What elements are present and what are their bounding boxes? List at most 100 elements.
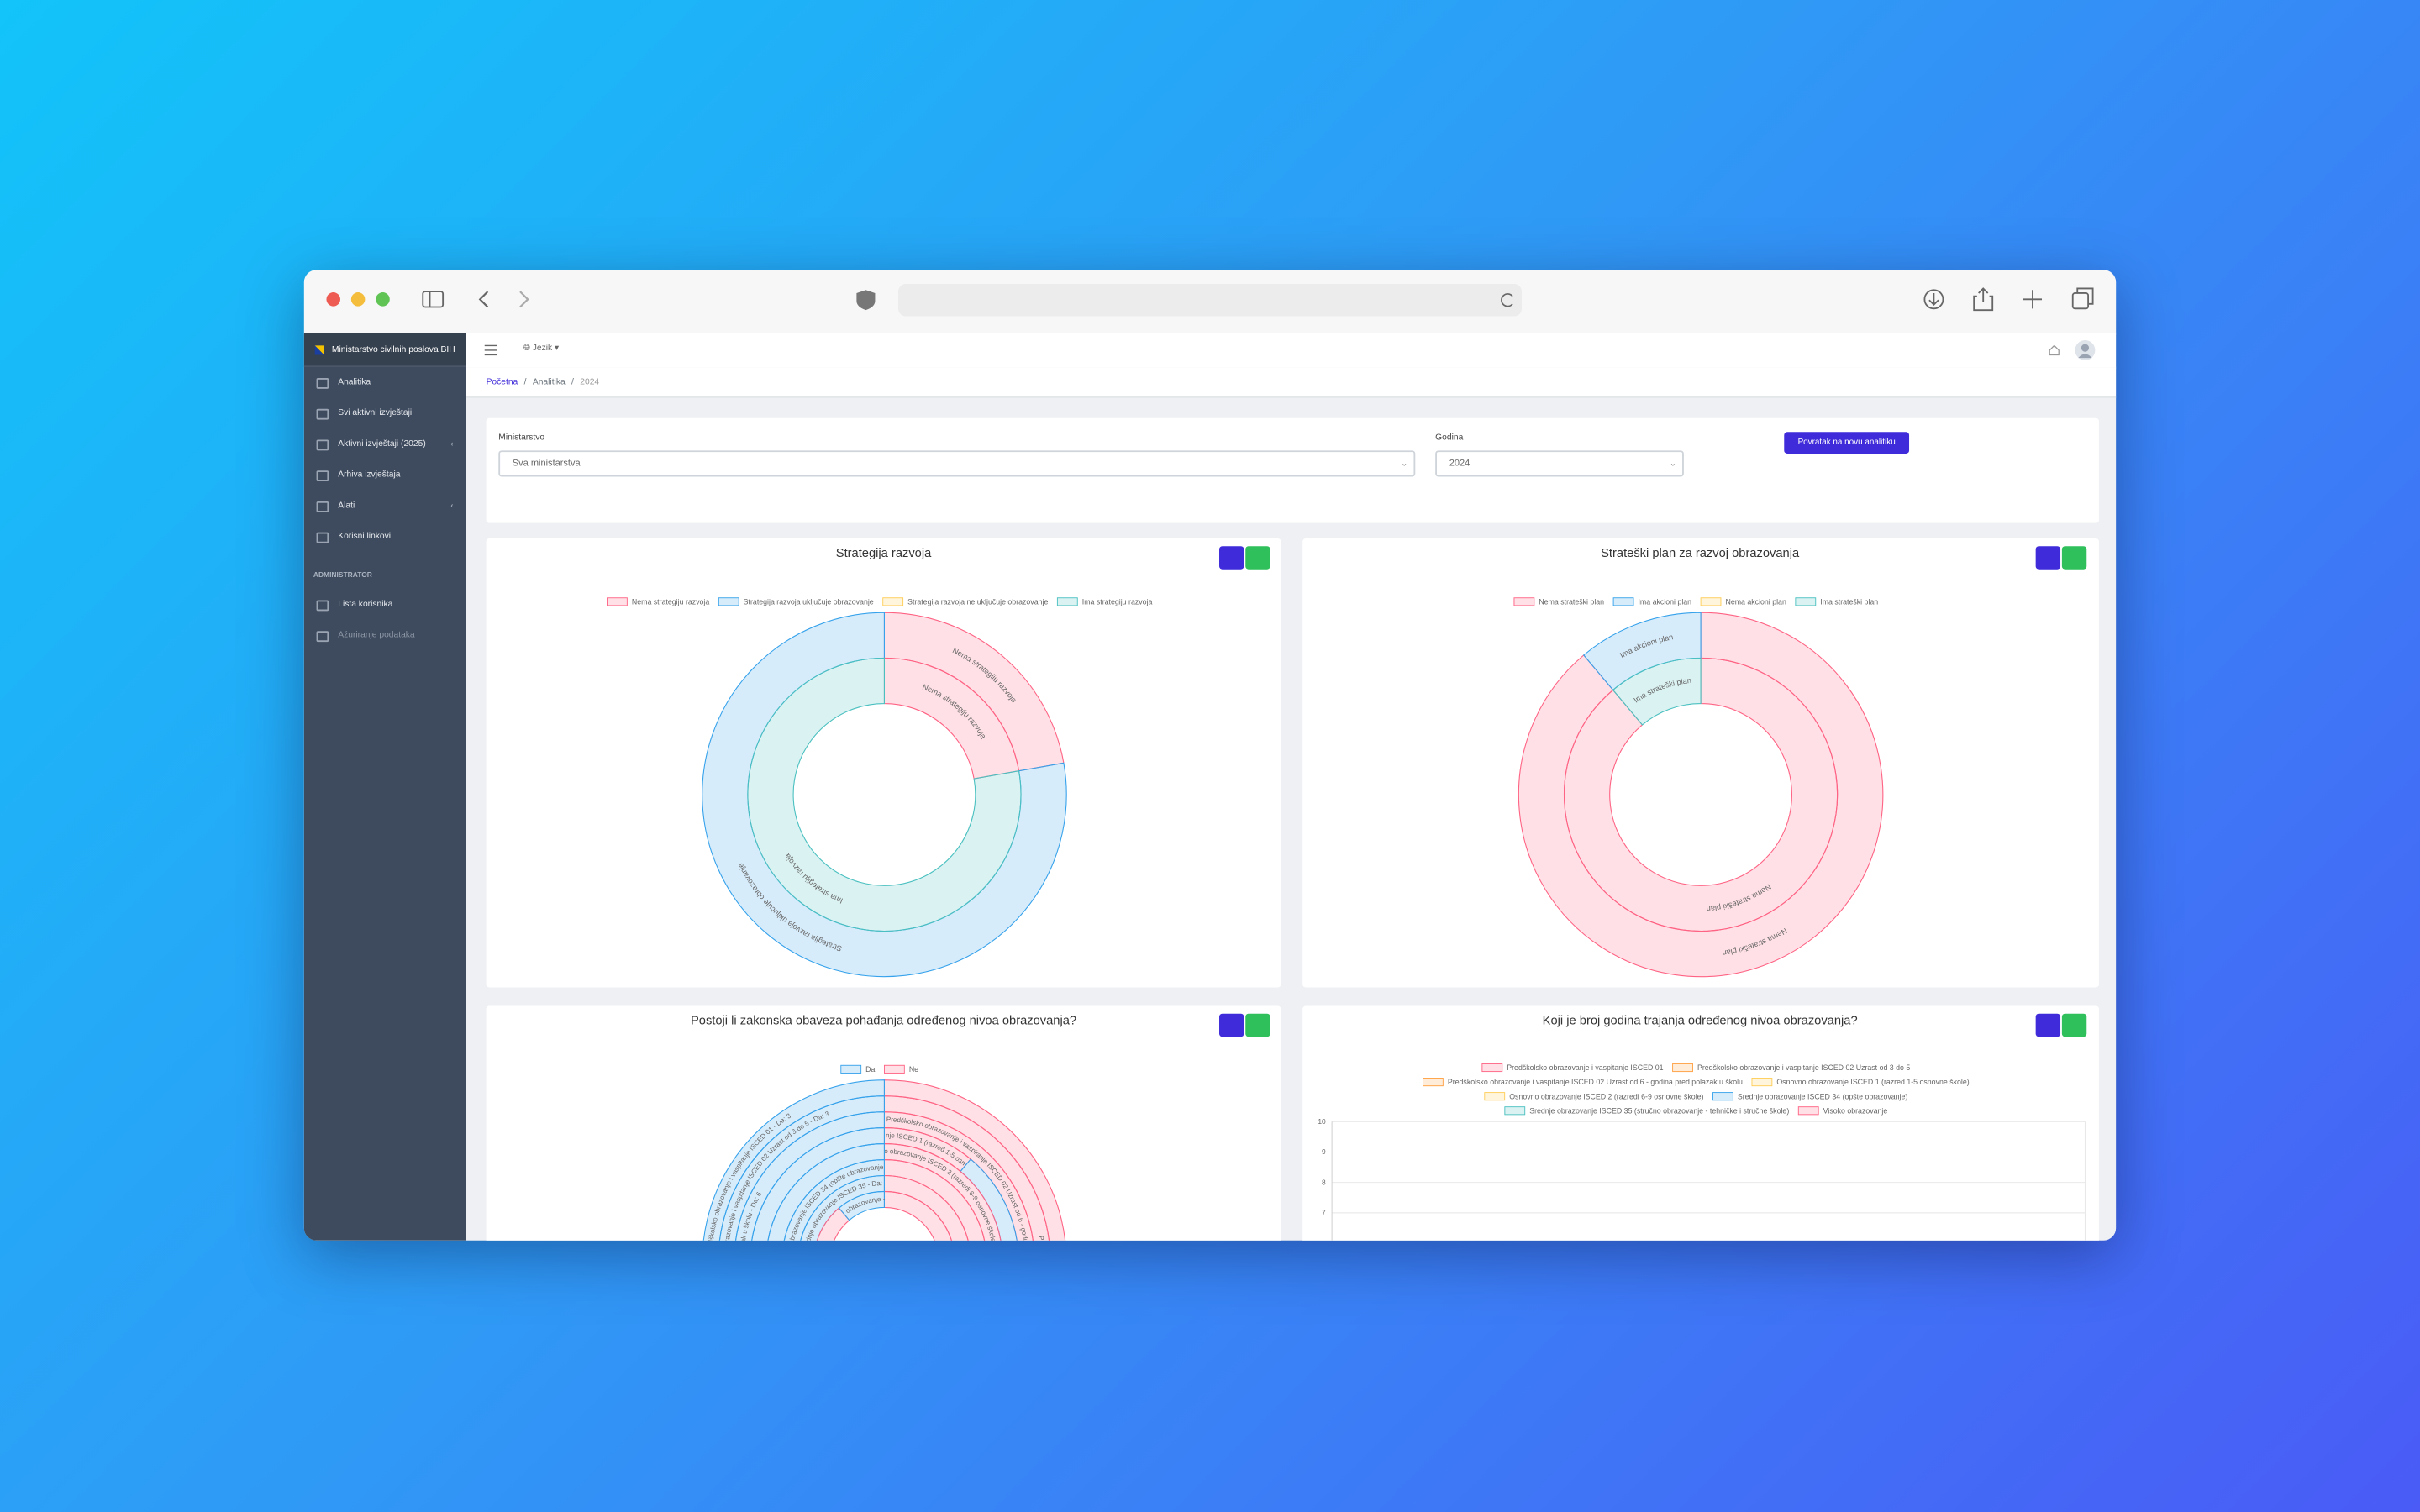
menu-item[interactable]: Korisni linkovi [304,526,466,548]
legend-item: Strategija razvoja ne uključuje obrazova… [882,597,1048,606]
legend-swatch [607,597,628,606]
sunburst-segment [883,1174,969,1241]
breadcrumb-link[interactable]: Početna [486,377,518,387]
sunburst-segment [816,1190,952,1241]
legend-swatch [1700,597,1722,606]
menu-label: Korisni linkovi [338,532,392,542]
legend-swatch [883,1064,905,1074]
minimize-button[interactable] [350,292,366,307]
topbar: 🌐︎ Jezik ▾ [466,333,2117,369]
language-menu[interactable]: 🌐︎ Jezik ▾ [523,344,560,354]
menu-label: Ažuriranje podataka [338,631,415,641]
menu-item[interactable]: Ažuriranje podataka [304,625,466,647]
privacy-shield[interactable] [856,290,876,311]
legend-item: Ima akcioni plan [1612,597,1691,606]
legend-swatch [1797,1106,1819,1116]
browser-window: Ministarstvo civilnih poslova BIH Analit… [303,270,2117,1241]
chart-type-button[interactable] [2035,1013,2061,1037]
sidebar-toggle[interactable] [422,291,445,308]
home-icon[interactable] [2047,343,2062,358]
sunburst-segment [747,657,1022,932]
menu-label: Lista korisnika [338,600,393,610]
legend-item: Nema akcioni plan [1700,597,1786,606]
downloads-button[interactable] [1923,289,1944,310]
close-button[interactable] [326,292,341,307]
legend-label: Srednje obrazovanje ISCED 35 (stručno ob… [1529,1106,1789,1115]
history-button[interactable] [1219,1013,1244,1037]
browser-toolbar [303,270,2117,335]
history-button[interactable] [2035,546,2061,570]
filter-card: Ministarstvo Sva ministarstva ⌄ Godina 20… [486,417,2099,523]
sunburst-segment [1612,657,1702,726]
toolbar-icons [326,283,2094,317]
filter-label: Ministarstvo [498,433,545,444]
legend-item: Nema strategiju razvoja [607,597,709,606]
back-button[interactable] [478,291,489,308]
year-select[interactable]: 2024 ⌄ [1435,450,1684,477]
legend-item: Osnovno obrazovanje ISCED 1 (razred 1-5 … [1751,1078,1970,1087]
menu-toggle[interactable] [483,343,502,358]
download-button[interactable] [2061,546,2087,570]
chart-title: Postoji li zakonska obaveza pohađanja od… [690,1013,1077,1028]
legend-swatch [1612,597,1634,606]
legend-label: Strategija razvoja ne uključuje obrazova… [908,597,1048,606]
legend-label: Predškolsko obrazovanje i vaspitanje ISC… [1697,1063,1910,1072]
legend-item: Strategija razvoja uključuje obrazovanje [718,597,874,606]
user-avatar[interactable] [2075,339,2096,361]
download-button[interactable] [1245,1013,1270,1037]
menu-item[interactable]: Lista korisnika [304,594,466,616]
chart-card: Nema strateški plan Ima akcioni plan Nema … [1302,538,2099,988]
forward-button[interactable] [519,291,529,308]
breadcrumb-link[interactable]: Analitika [532,377,566,387]
legend-swatch [840,1064,862,1074]
sunburst-segment [883,1158,986,1241]
menu-item[interactable]: Svi aktivni izvještaji [304,402,466,424]
chart-title: Strateški plan za razvoj obrazovanja [1601,546,1800,560]
legend-item: Ne [883,1064,918,1074]
reload-button[interactable] [1501,293,1513,307]
menu-item[interactable]: Arhiva izvještaja [304,465,466,486]
legend-item: Visoko obrazovanje [1797,1106,1887,1116]
legend-item: Osnovno obrazovanje ISCED 2 (razredi 6-9… [1484,1092,1704,1100]
ministry-select[interactable]: Sva ministarstva ⌄ [498,450,1416,477]
menu-item[interactable]: Analitika [304,372,466,394]
share-button[interactable] [1973,287,1994,312]
history-button[interactable] [1219,546,1244,570]
chart-card: Predškolsko obrazovanje i vaspitanje ISC… [1302,1005,2099,1241]
menu-label: Arhiva izvještaja [338,470,401,480]
breadcrumb: Početna / Analitika/ 2024 [466,367,2117,398]
menu-label: Aktivni izvještaji (2025) [338,439,426,449]
brand[interactable]: Ministarstvo civilnih poslova BIH [303,333,466,368]
back-to-analytics-button[interactable]: Povratak na novu analitiku [1784,432,1910,454]
address-bar[interactable] [897,283,1523,317]
menu-item[interactable]: Aktivni izvještaji (2025) ‹ [304,433,466,455]
sunburst-segment [838,1190,886,1221]
legend-label: Osnovno obrazovanje ISCED 2 (razredi 6-9… [1509,1092,1703,1100]
legend-swatch [1504,1106,1526,1116]
menu-label: Alati [338,501,355,511]
legend-item: Ima strategiju razvoja [1056,597,1152,606]
legend-label: Nema strateški plan [1539,597,1604,606]
legend-label: Da [865,1065,875,1074]
menu-item[interactable]: Alati ‹ [304,496,466,517]
legend-swatch [1751,1078,1773,1087]
legend-label: Predškolsko obrazovanje i vaspitanje ISC… [1448,1078,1743,1086]
legend-label: Osnovno obrazovanje ISCED 1 (razred 1-5 … [1776,1078,1969,1086]
legend-swatch [1056,597,1078,606]
legend-label: Predškolsko obrazovanje i vaspitanje ISC… [1507,1063,1663,1072]
select-value: 2024 [1449,459,1470,469]
legend-item: Predškolsko obrazovanje i vaspitanje ISC… [1672,1063,1910,1072]
breadcrumb-current: 2024 [580,377,600,387]
sunburst-segment [751,1127,1018,1241]
legend-label: Nema akcioni plan [1725,597,1786,606]
download-button[interactable] [2061,1013,2087,1037]
chart-card: Nema strategiju razvoja Strategija razvoj… [486,538,1281,988]
new-tab-button[interactable] [2023,290,2043,309]
legend-item: Da [840,1064,876,1074]
zoom-button[interactable] [376,292,390,307]
legend-label: Ima akcioni plan [1638,597,1691,606]
tabs-button[interactable] [2071,287,2094,310]
download-button[interactable] [1245,546,1270,570]
